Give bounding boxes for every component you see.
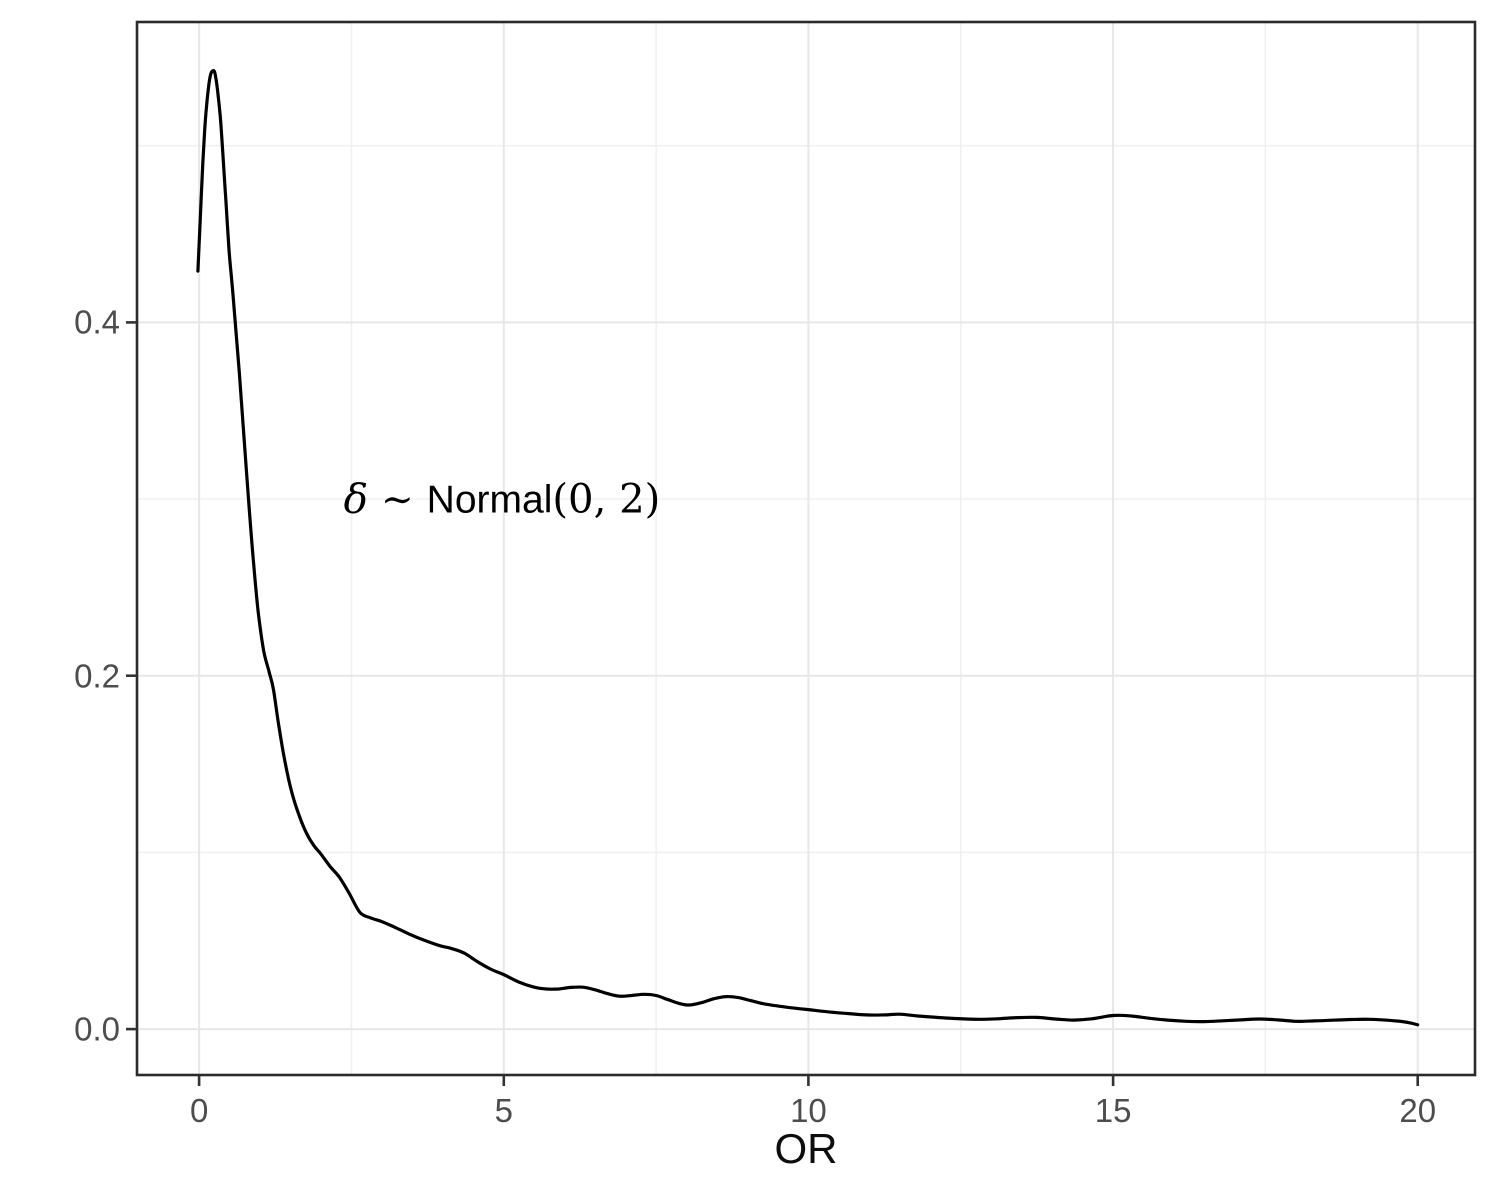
x-tick-label-5: 5 — [494, 1092, 513, 1129]
delta-symbol: δ — [343, 474, 368, 523]
axis-ticks — [126, 321, 1419, 1086]
grid-minor — [137, 22, 1475, 1075]
x-tick-label-20: 20 — [1399, 1092, 1437, 1129]
tilde-operator: ∼ — [380, 477, 414, 523]
panel-border — [135, 20, 1477, 1077]
density-curve — [196, 69, 1420, 1027]
distribution-args: (0, 2) — [552, 476, 661, 523]
x-tick-label-0: 0 — [189, 1092, 209, 1129]
x-axis-title: OR — [774, 1125, 838, 1172]
y-tick-label-0.2: 0.2 — [74, 657, 120, 695]
x-tick-label-10: 10 — [790, 1092, 827, 1129]
x-tick-label-15: 15 — [1094, 1092, 1132, 1129]
y-tick-label-0.4: 0.4 — [74, 303, 120, 341]
y-tick-label-0.0: 0.0 — [74, 1010, 120, 1048]
distribution-name: Normal — [426, 478, 553, 522]
prior-annotation: δ ∼ Normal(0, 2) — [344, 478, 661, 519]
grid-major — [137, 22, 1475, 1075]
